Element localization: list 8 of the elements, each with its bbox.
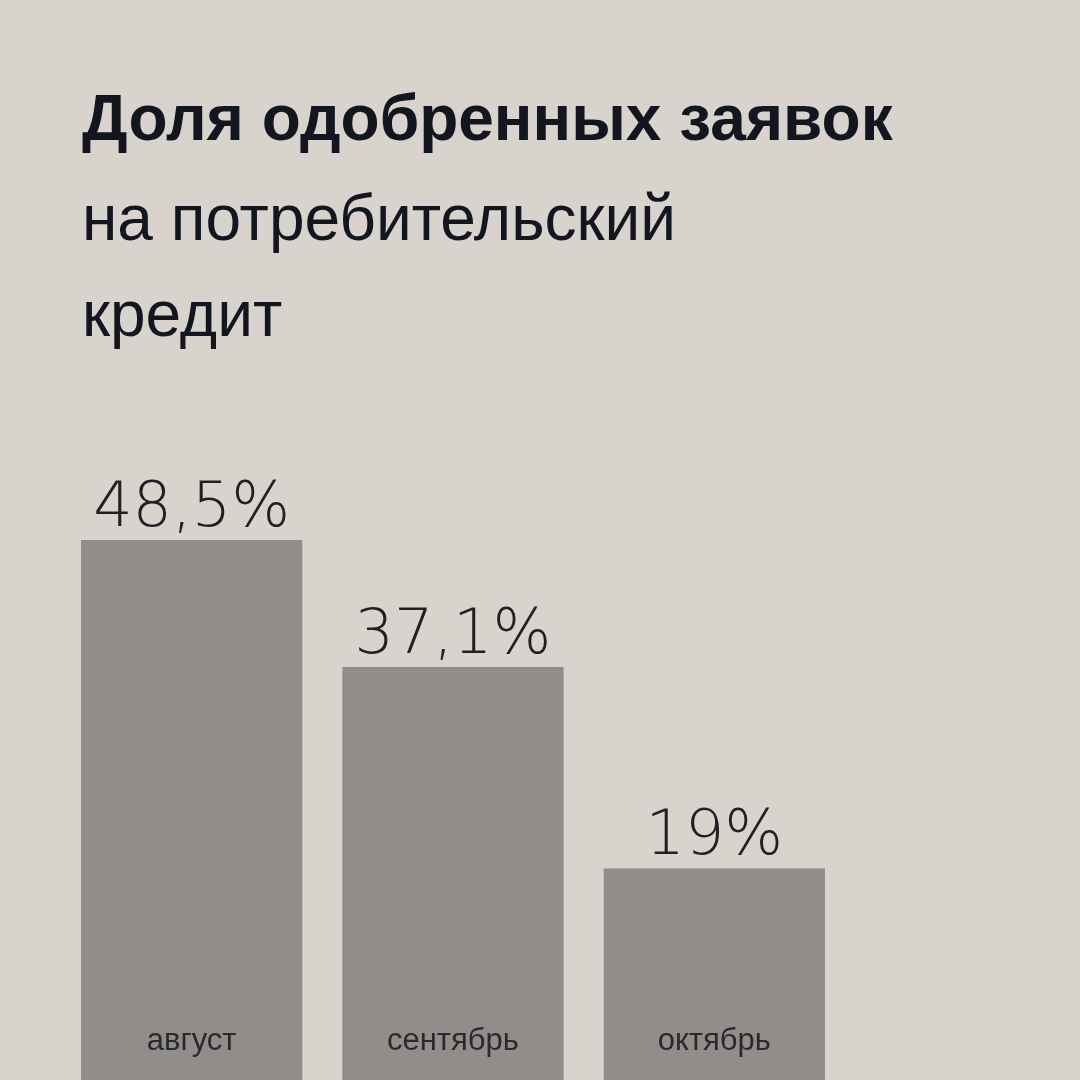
data-label: 48,5%	[93, 468, 291, 541]
data-label: 37,1%	[354, 594, 552, 668]
x-tick-label: октябрь	[657, 1022, 771, 1057]
x-tick-label: сентябрь	[387, 1022, 519, 1057]
chart-subtitle: на потребительский кредит	[82, 182, 676, 350]
x-tick-label: август	[146, 1022, 237, 1057]
data-label: 19%	[645, 796, 784, 870]
chart-title: Доля одобренных заявок	[82, 82, 894, 154]
